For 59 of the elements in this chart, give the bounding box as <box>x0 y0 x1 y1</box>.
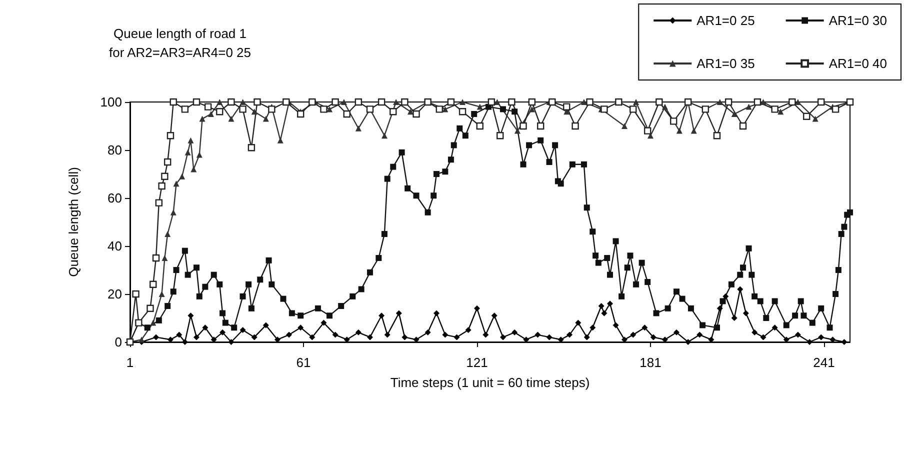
point <box>731 111 738 117</box>
y-tick-label: 0 <box>114 334 122 350</box>
point <box>407 108 414 115</box>
x-tick-label: 181 <box>640 355 662 370</box>
x-tick-label: 121 <box>466 355 488 370</box>
point <box>476 104 483 110</box>
point <box>690 128 697 134</box>
chart-title: Queue length of road 1 <box>114 26 246 41</box>
point <box>514 128 520 134</box>
point <box>662 104 668 110</box>
point <box>199 116 206 122</box>
point <box>150 320 156 326</box>
point <box>621 123 628 129</box>
point <box>393 99 400 105</box>
point <box>778 108 784 115</box>
point <box>162 255 168 261</box>
point <box>208 111 214 117</box>
point <box>580 99 587 105</box>
point <box>251 108 258 115</box>
point <box>381 132 388 139</box>
y-tick-label: 60 <box>108 190 122 206</box>
point <box>179 173 186 180</box>
y-tick-label: 40 <box>108 238 122 254</box>
point <box>216 99 223 105</box>
y-axis-title: Queue length (cell) <box>66 167 81 277</box>
point <box>170 209 176 216</box>
x-tick-label: 61 <box>296 355 311 370</box>
point <box>340 99 347 105</box>
point <box>812 116 818 122</box>
point <box>746 104 752 110</box>
x-tick-label: 241 <box>813 355 835 370</box>
point <box>164 231 171 237</box>
point <box>188 137 194 144</box>
legend-label: AR1=0 30 <box>828 13 888 28</box>
legend-label: AR1=0 40 <box>828 56 888 71</box>
point <box>676 128 682 134</box>
point <box>633 99 640 105</box>
point <box>262 116 269 122</box>
point <box>184 149 191 156</box>
point <box>716 99 723 105</box>
chart-subtitle: for AR2=AR3=AR4=0 25 <box>108 45 252 60</box>
x-axis-title: Time steps (1 unit = 60 time steps) <box>390 375 590 390</box>
point <box>158 291 165 297</box>
point <box>355 125 362 132</box>
y-tick-label: 80 <box>108 142 122 158</box>
point <box>190 166 197 172</box>
point <box>460 99 466 105</box>
legend-label: AR1=0 25 <box>696 13 755 28</box>
y-tick-label: 100 <box>100 94 122 110</box>
point <box>528 106 535 112</box>
point <box>277 137 284 144</box>
y-tick-label: 20 <box>108 286 122 302</box>
legend-label: AR1=0 35 <box>696 56 755 71</box>
point <box>138 336 145 343</box>
point <box>326 106 333 112</box>
point <box>173 180 180 187</box>
x-tick-label: 1 <box>126 355 134 370</box>
point <box>240 99 246 105</box>
point <box>228 116 234 122</box>
